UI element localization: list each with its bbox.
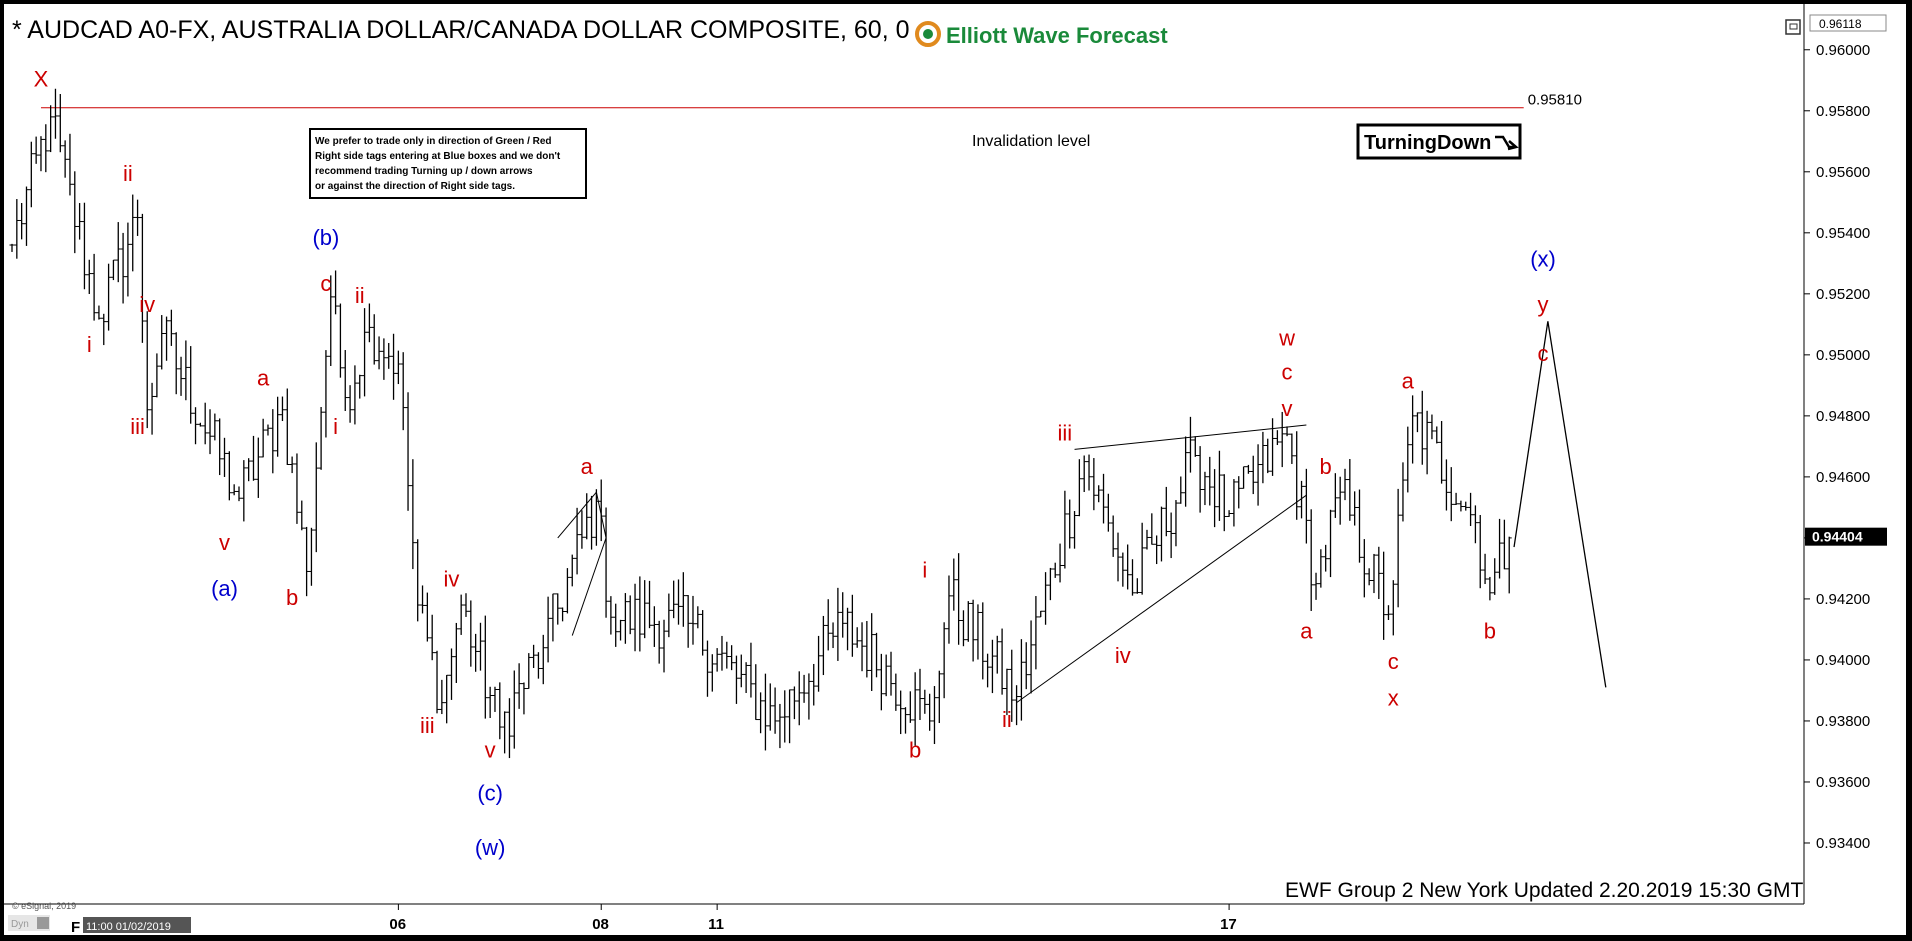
wave-label: x <box>1388 686 1399 711</box>
last-price-label: 0.94404 <box>1812 529 1863 545</box>
wave-label: a <box>1402 368 1415 393</box>
wave-label: (a) <box>211 576 238 601</box>
wave-label: ii <box>123 161 133 186</box>
wave-label: ii <box>355 283 365 308</box>
brand-logo-icon <box>915 21 941 47</box>
turning-down-badge: TurningDown <box>1356 123 1522 160</box>
chart-title: * AUDCAD A0-FX, AUSTRALIA DOLLAR/CANADA … <box>12 16 910 44</box>
calendar-icon[interactable] <box>37 917 49 929</box>
wave-label: iv <box>139 292 155 317</box>
invalidation-line: 0.95810 <box>40 92 1582 109</box>
y-tick-label: 0.94000 <box>1816 652 1870 669</box>
trendline <box>1074 424 1307 450</box>
wave-label: i <box>333 414 338 439</box>
trendline <box>595 492 607 539</box>
wave-label: a <box>581 454 594 479</box>
y-tick-label: 0.95000 <box>1816 347 1870 364</box>
wave-label: iii <box>420 713 435 738</box>
x-tick-label: 08 <box>592 916 609 933</box>
chart-frame: * AUDCAD A0-FX, AUSTRALIA DOLLAR/CANADA … <box>4 4 1906 935</box>
date-stamp: 11:00 01/02/2019 <box>86 921 171 933</box>
wave-label: c <box>1282 359 1293 384</box>
wave-label: i <box>87 332 92 357</box>
wave-label: a <box>1300 619 1313 644</box>
wave-label: y <box>1538 292 1549 317</box>
wave-label: w <box>1278 326 1295 351</box>
top-price: 0.96118 <box>1819 17 1862 31</box>
wave-label: X <box>34 66 49 91</box>
last-price-box <box>1805 527 1887 546</box>
note-line-3: recommend trading Turning up / down arro… <box>315 166 533 177</box>
note-line-2: Right side tags entering at Blue boxes a… <box>315 151 561 162</box>
wave-label: v <box>1282 396 1293 421</box>
y-tick-label: 0.94200 <box>1816 591 1870 608</box>
x-tick-label: 06 <box>389 916 406 933</box>
y-tick-label: 0.95600 <box>1816 164 1870 181</box>
dyn-tag: Dyn <box>11 919 29 930</box>
y-tick-label: 0.93600 <box>1816 774 1870 791</box>
copyright-text: © eSignal, 2019 <box>12 901 76 911</box>
wave-label: iv <box>1115 643 1131 668</box>
y-tick-label: 0.96000 <box>1816 42 1870 59</box>
wave-label: c <box>1388 649 1399 674</box>
wave-label: ii <box>1002 707 1012 732</box>
wave-label: (w) <box>475 835 506 860</box>
x-tick-label: 11 <box>708 916 724 933</box>
projection-path <box>1513 321 1607 688</box>
wave-label: v <box>485 738 496 763</box>
y-tick-label: 0.95200 <box>1816 286 1870 303</box>
trading-note-box: We prefer to trade only in direction of … <box>309 128 587 199</box>
wave-label: iii <box>130 414 145 439</box>
wave-label: b <box>286 585 298 610</box>
y-tick-label: 0.94600 <box>1816 469 1870 486</box>
invalidation-value: 0.95810 <box>1528 92 1582 109</box>
turning-down-arrow-icon <box>1495 135 1519 151</box>
wave-trendlines <box>557 424 1307 704</box>
projection-line <box>1513 321 1607 688</box>
brand-logo-dot <box>923 29 933 39</box>
wave-label: b <box>909 738 921 763</box>
y-tick-label: 0.94800 <box>1816 408 1870 425</box>
wave-label: iii <box>1058 420 1073 445</box>
note-line-4: or against the direction of Right side t… <box>315 181 515 192</box>
x-tick-label: 17 <box>1220 916 1237 933</box>
wave-label: iv <box>444 567 460 592</box>
wave-label: i <box>922 558 927 583</box>
wave-label: (x) <box>1530 246 1556 271</box>
wave-label: (c) <box>477 780 503 805</box>
trendline <box>571 537 607 636</box>
y-tick-label: 0.93800 <box>1816 713 1870 730</box>
time-axis: 06 08 11 17 <box>389 904 1237 933</box>
update-footer: EWF Group 2 New York Updated 2.20.2019 1… <box>1285 879 1803 902</box>
last-price-marker: 0.94404 <box>1805 527 1887 546</box>
top-price-box <box>1809 14 1887 32</box>
wave-label: b <box>1484 619 1496 644</box>
trendline <box>557 491 597 539</box>
invalidation-label: Invalidation level <box>972 133 1090 150</box>
brand-logo: Elliott Wave Forecast <box>915 21 1168 48</box>
note-line-1: We prefer to trade only in direction of … <box>315 136 552 147</box>
y-tick-label: 0.95400 <box>1816 225 1870 242</box>
chart-background <box>4 4 1906 935</box>
wave-label: b <box>1320 454 1332 479</box>
brand-name: Elliott Wave Forecast <box>946 23 1168 48</box>
y-tick-label: 0.93400 <box>1816 835 1870 852</box>
wave-label: c <box>320 271 331 296</box>
price-chart[interactable]: * AUDCAD A0-FX, AUSTRALIA DOLLAR/CANADA … <box>4 4 1906 935</box>
wave-label: v <box>219 530 230 555</box>
y-tick-label: 0.95800 <box>1816 103 1870 120</box>
wave-label: c <box>1538 341 1549 366</box>
window-restore-icon[interactable] <box>1785 19 1801 35</box>
date-stamp-box <box>83 917 191 933</box>
wave-label: (b) <box>312 225 339 250</box>
wave-label: a <box>257 365 270 390</box>
trendline <box>1016 494 1307 704</box>
turning-down-label: TurningDown <box>1364 132 1491 154</box>
ohlc-bars <box>9 88 1512 759</box>
f-tag: F <box>71 919 80 935</box>
